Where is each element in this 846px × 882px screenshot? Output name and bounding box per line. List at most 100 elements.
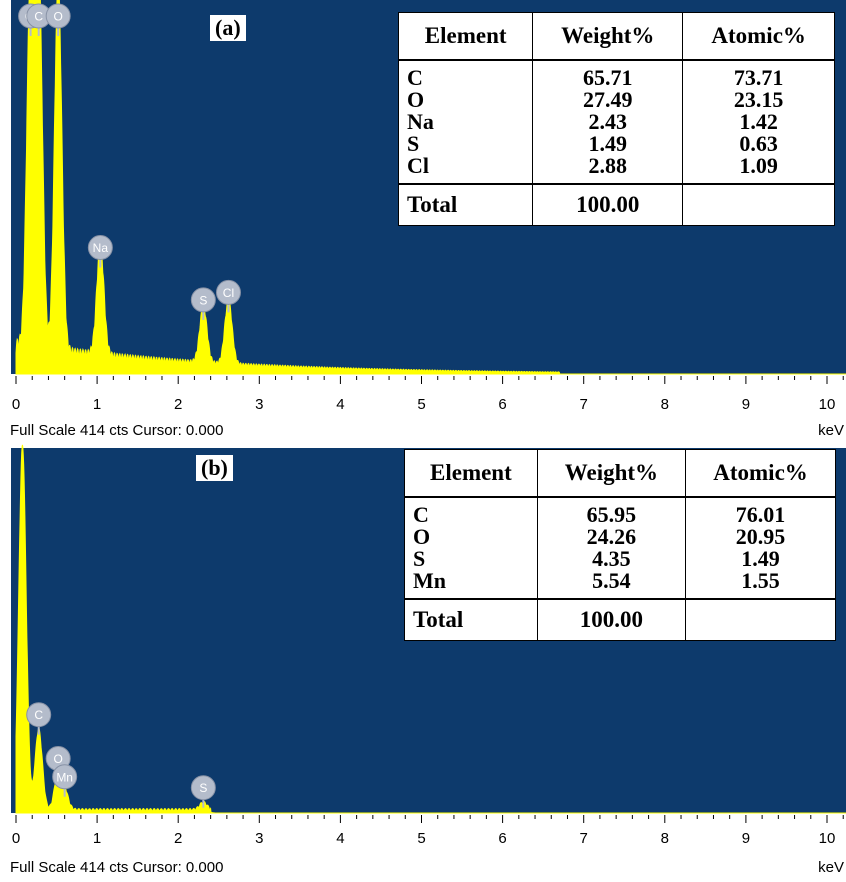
composition-table-b: Element Weight% Atomic% C 65.95 76.01 O … — [404, 449, 836, 641]
total-weight: 100.00 — [536, 599, 687, 641]
atomic-cell: 76.01 — [685, 497, 836, 526]
axis-unit-b: keV — [818, 859, 844, 876]
table-row: S 1.49 0.63 — [397, 133, 835, 155]
atomic-cell: 1.09 — [682, 155, 835, 185]
x-tick-label: 10 — [819, 830, 836, 847]
x-tick-label: 3 — [255, 830, 263, 847]
header-atomic: Atomic% — [685, 449, 836, 498]
element-cell: C — [397, 60, 534, 89]
element-cell: C — [404, 497, 538, 526]
peak-label: Mn — [56, 770, 73, 784]
x-tick-label: 0 — [12, 830, 20, 847]
atomic-cell: 23.15 — [682, 89, 835, 111]
atomic-cell: 0.63 — [682, 133, 835, 155]
table-row: Na 2.43 1.42 — [397, 111, 835, 133]
x-tick-label: 1 — [93, 830, 101, 847]
peak-marker-s — [190, 775, 216, 801]
peak-marker-na — [87, 235, 113, 261]
table-row: C 65.71 73.71 — [397, 60, 835, 89]
weight-cell: 65.71 — [532, 60, 684, 89]
panel-label-b: (b) — [196, 455, 233, 481]
table-row: Mn 5.54 1.55 — [404, 570, 836, 600]
header-weight: Weight% — [536, 449, 687, 498]
x-tick-label: 8 — [661, 396, 669, 413]
weight-cell: 1.49 — [532, 133, 684, 155]
peak-label: S — [199, 781, 207, 795]
atomic-cell: 1.42 — [682, 111, 835, 133]
weight-cell: 5.54 — [536, 570, 687, 600]
peak-label: Na — [93, 241, 109, 255]
x-tick-label: 9 — [742, 830, 750, 847]
weight-cell: 4.35 — [536, 548, 687, 570]
peak-label: C — [34, 708, 43, 722]
total-atomic — [685, 599, 836, 641]
element-cell: Cl — [397, 155, 534, 185]
total-label: Total — [397, 184, 534, 226]
x-tick-label: 4 — [336, 830, 344, 847]
header-element: Element — [397, 12, 534, 61]
table-header-row: Element Weight% Atomic% — [397, 12, 835, 61]
x-tick-label: 9 — [742, 396, 750, 413]
table-total-row: Total 100.00 — [397, 184, 835, 226]
table-row: C 65.95 76.01 — [404, 497, 836, 526]
table-row: Cl 2.88 1.09 — [397, 155, 835, 185]
status-footer-a: Full Scale 414 cts Cursor: 0.000 — [10, 422, 224, 439]
peak-label: S — [199, 293, 207, 307]
table-row: O 24.26 20.95 — [404, 526, 836, 548]
peak-marker-mn — [52, 764, 78, 790]
composition-table-a: Element Weight% Atomic% C 65.71 73.71 O … — [397, 12, 835, 226]
peak-marker-o — [45, 3, 71, 29]
table-row: S 4.35 1.49 — [404, 548, 836, 570]
spectrum-trace — [15, 0, 846, 375]
element-cell: O — [397, 89, 534, 111]
x-tick-label: 0 — [12, 396, 20, 413]
element-cell: S — [397, 133, 534, 155]
panel-label-a: (a) — [210, 15, 246, 41]
table-header-row: Element Weight% Atomic% — [404, 449, 836, 498]
peak-label: C — [34, 10, 43, 24]
x-tick-label: 7 — [580, 396, 588, 413]
spectrum-panel-a: ClCONaSCl012345678910 (a) Element Weight… — [10, 0, 846, 439]
peak-marker-s — [190, 287, 216, 313]
element-cell: O — [404, 526, 538, 548]
x-tick-label: 4 — [336, 396, 344, 413]
element-cell: Mn — [404, 570, 538, 600]
x-tick-label: 2 — [174, 396, 182, 413]
x-tick-label: 5 — [417, 830, 425, 847]
atomic-cell: 1.55 — [685, 570, 836, 600]
x-tick-label: 10 — [819, 396, 836, 413]
spectrum-panel-b: C O Mn S 0 1 2 3 4 5 6 7 8 9 10 (b) Element Weight% At… — [0, 441, 846, 882]
atomic-cell: 20.95 — [685, 526, 836, 548]
x-tick-label: 8 — [661, 830, 669, 847]
element-cell: S — [404, 548, 538, 570]
peak-label: Cl — [223, 286, 234, 300]
x-tick-label: 7 — [580, 830, 588, 847]
peak-marker-c — [26, 702, 52, 728]
x-tick-label: 3 — [255, 396, 263, 413]
table-row: O 27.49 23.15 — [397, 89, 835, 111]
total-label: Total — [404, 599, 538, 641]
atomic-cell: 1.49 — [685, 548, 836, 570]
axis-unit-a: keV — [818, 422, 844, 439]
x-tick-label: 2 — [174, 830, 182, 847]
x-tick-label: 5 — [417, 396, 425, 413]
total-atomic — [682, 184, 835, 226]
table-total-row: Total 100.00 — [404, 599, 836, 641]
header-element: Element — [404, 449, 538, 498]
peak-label: O — [54, 10, 63, 24]
weight-cell: 27.49 — [532, 89, 684, 111]
x-tick-label: 6 — [498, 830, 506, 847]
x-tick-label: 6 — [498, 396, 506, 413]
weight-cell: 2.88 — [532, 155, 684, 185]
peak-marker-cl — [215, 279, 241, 305]
header-weight: Weight% — [532, 12, 684, 61]
status-footer-b: Full Scale 414 cts Cursor: 0.000 — [10, 859, 224, 876]
weight-cell: 2.43 — [532, 111, 684, 133]
element-cell: Na — [397, 111, 534, 133]
weight-cell: 65.95 — [536, 497, 687, 526]
weight-cell: 24.26 — [536, 526, 687, 548]
peak-label: O — [54, 752, 63, 766]
x-tick-label: 1 — [93, 396, 101, 413]
atomic-cell: 73.71 — [682, 60, 835, 89]
spectrum-trace — [15, 444, 846, 814]
